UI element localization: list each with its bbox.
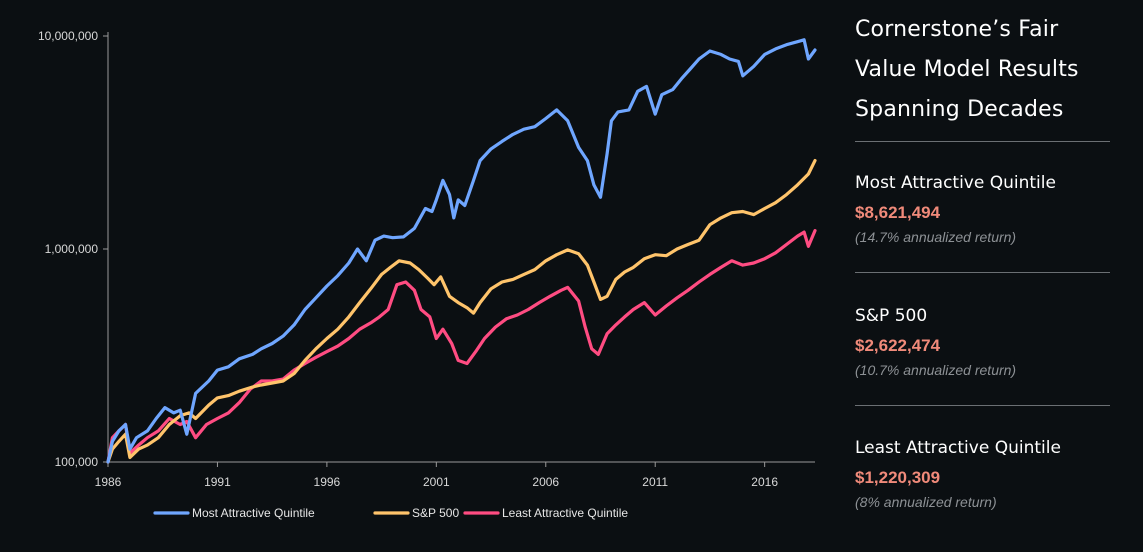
performance-chart: 100,000 1,000,000 10,000,000 1986 1991 1996 2… xyxy=(38,29,817,520)
result-name: S&P 500 xyxy=(855,306,928,326)
result-name: Most Attractive Quintile xyxy=(855,173,1056,193)
divider xyxy=(855,405,1110,406)
x-tick-label: 1996 xyxy=(314,475,341,489)
legend-label: Least Attractive Quintile xyxy=(502,506,628,520)
result-value: $1,220,309 xyxy=(855,468,941,487)
result-block-sp500: S&P 500 $2,622,474 (10.7% annualized ret… xyxy=(855,306,1016,378)
legend-label: Most Attractive Quintile xyxy=(192,506,315,520)
divider xyxy=(855,141,1110,142)
result-name: Least Attractive Quintile xyxy=(855,438,1061,458)
series-line-1 xyxy=(106,159,817,464)
x-tick-label: 1991 xyxy=(204,475,231,489)
y-tick-label: 10,000,000 xyxy=(38,29,98,43)
series-lines xyxy=(106,38,817,464)
divider xyxy=(855,272,1110,273)
series-line-0 xyxy=(106,38,817,464)
x-tick-label: 2016 xyxy=(751,475,778,489)
x-tick-label: 2011 xyxy=(642,475,668,489)
series-line-2 xyxy=(106,229,817,464)
legend-label: S&P 500 xyxy=(412,506,459,520)
chart-legend: Most Attractive Quintile S&P 500 Least Att… xyxy=(153,506,628,520)
y-tick-label: 100,000 xyxy=(55,455,99,469)
x-tick-label: 1986 xyxy=(95,475,122,489)
results-panel: Cornerstone’s Fair Value Model Results S… xyxy=(855,10,1115,510)
y-axis-tick-labels: 100,000 1,000,000 10,000,000 xyxy=(38,29,98,469)
x-tick-label: 2006 xyxy=(532,475,559,489)
result-block-most-attractive: Most Attractive Quintile $8,621,494 (14.… xyxy=(855,173,1056,245)
result-value: $2,622,474 xyxy=(855,336,941,355)
panel-title: Cornerstone’s Fair Value Model Results S… xyxy=(855,10,1115,130)
panel-title-line: Spanning Decades xyxy=(855,97,1064,122)
result-value: $8,621,494 xyxy=(855,203,941,222)
result-return: (14.7% annualized return) xyxy=(855,229,1017,245)
result-return: (8% annualized return) xyxy=(855,494,997,510)
result-return: (10.7% annualized return) xyxy=(855,362,1017,378)
panel-title-line: Cornerstone’s Fair xyxy=(855,17,1059,42)
y-tick-label: 1,000,000 xyxy=(45,242,99,256)
chart-axes xyxy=(103,32,815,467)
result-block-least-attractive: Least Attractive Quintile $1,220,309 (8%… xyxy=(855,438,1061,510)
panel-title-line: Value Model Results xyxy=(855,57,1079,82)
x-tick-label: 2001 xyxy=(423,475,450,489)
x-axis-tick-labels: 1986 1991 1996 2001 2006 2011 2016 xyxy=(95,475,779,489)
